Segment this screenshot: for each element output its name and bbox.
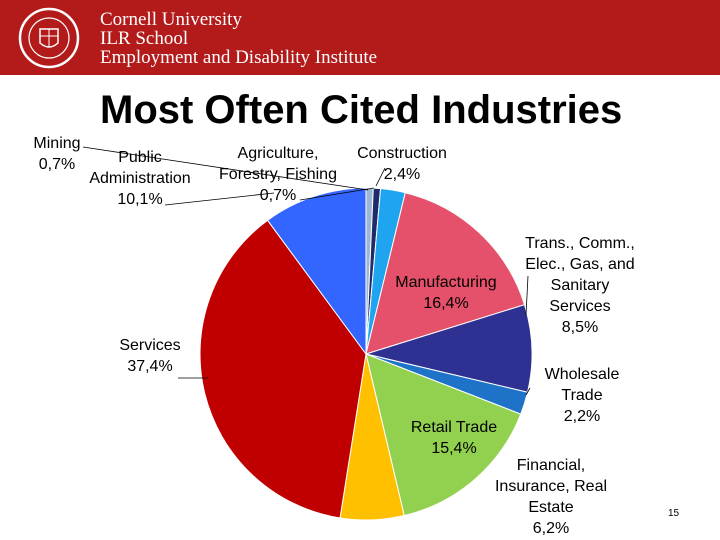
slice-label-3: Manufacturing 16,4% (395, 274, 496, 312)
org-name: Cornell University (100, 9, 242, 30)
slice-label-7: Financial, Insurance, Real Estate 6,2% (495, 457, 607, 537)
institute-name: Employment and Disability Institute (100, 47, 378, 68)
leader-line-0 (82, 146, 369, 191)
slice-label-2: Construction 2,4% (357, 145, 447, 183)
pie-slice-6 (365, 353, 522, 517)
pie-slice-9 (266, 187, 367, 356)
leader-line-2 (375, 167, 386, 187)
slice-label-1: Agriculture, Forestry, Fishing 0,7% (219, 145, 337, 204)
slice-label-8: Services 37,4% (119, 337, 180, 375)
slice-label-0: Mining 0,7% (33, 135, 80, 173)
header-band (0, 0, 720, 75)
leader-line-1 (299, 187, 375, 201)
slice-label-6: Retail Trade 15,4% (411, 419, 497, 457)
slice-label-9: Public Administration 10,1% (89, 149, 190, 208)
leader-line-4 (525, 275, 529, 316)
pie-slice-4 (364, 304, 533, 393)
leader-line-5 (525, 387, 531, 396)
brand-text: Cornell University ILR School Employment… (100, 10, 377, 67)
slice-label-4: Trans., Comm., Elec., Gas, and Sanitary Ser… (525, 235, 635, 336)
slice-label-5: Wholesale Trade 2,2% (545, 366, 620, 425)
chart-title: Most Often Cited Industries (100, 88, 623, 132)
school-name: ILR School (100, 28, 189, 49)
slide-number: 15 (668, 508, 680, 519)
leader-line-9 (164, 192, 275, 206)
pie-slice-3 (365, 192, 526, 355)
cornell-seal-logo (18, 7, 80, 69)
pie-slice-8 (199, 219, 367, 519)
